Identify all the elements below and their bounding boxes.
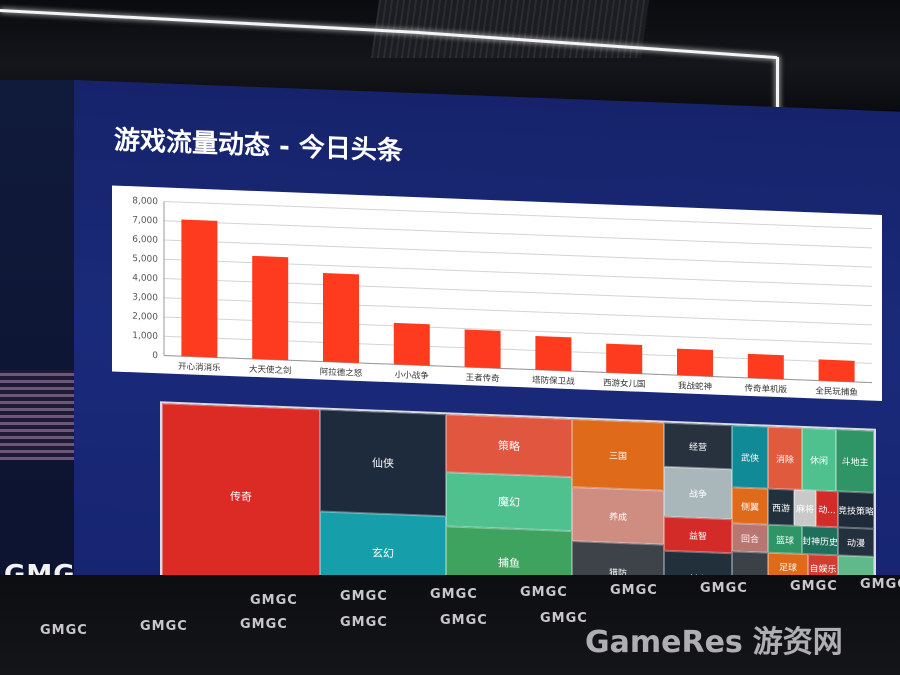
treemap-cell: 经营 — [664, 422, 732, 470]
treemap-cell: 动... — [816, 490, 838, 528]
bar — [535, 336, 572, 372]
treemap-cell: 西游 — [768, 488, 794, 526]
floor-logo: GMGC — [430, 587, 478, 602]
bar — [818, 359, 855, 382]
treemap-cell: 传奇 — [162, 403, 320, 590]
x-tick-label: 大天使之剑 — [249, 364, 291, 377]
treemap-cell: 封神历史 — [802, 525, 838, 556]
ceiling-structure — [370, 0, 650, 58]
watermark-brand: GameRes — [585, 625, 743, 660]
bar-chart: 0 1,000 2,000 3,000 4,000 5,000 6,000 7,000 8,00… — [132, 196, 872, 398]
treemap-cell: 侧翼 — [732, 487, 768, 525]
y-tick-label: 7,000 — [132, 215, 158, 226]
treemap-cell: 动漫 — [838, 527, 874, 557]
floor-logo: GMGC — [860, 577, 900, 592]
treemap-cell: 三国 — [572, 419, 664, 491]
gridline — [164, 220, 872, 249]
x-tick-label: 我战蛇神 — [678, 380, 712, 392]
y-tick-label: 8,000 — [132, 196, 158, 207]
floor-logo: GMGC — [610, 583, 658, 598]
bar — [464, 329, 501, 369]
treemap-cell: 回合 — [732, 523, 768, 553]
floor-logo: GMGC — [540, 611, 588, 626]
led-floor: GMGC GMGC GMGC GMGC GMGC GMGC GMGC GMGC GMGC GMGC… — [0, 575, 900, 675]
x-tick-label: 开心消消乐 — [178, 361, 221, 374]
bar — [747, 353, 784, 380]
x-tick-label: 阿拉德之怒 — [320, 366, 363, 379]
treemap-cell: 消除 — [768, 426, 802, 490]
bar — [606, 343, 643, 374]
side-screen-glitch — [0, 370, 78, 460]
floor-logo: GMGC — [520, 585, 568, 600]
y-tick-label: 2,000 — [132, 312, 158, 323]
y-tick-label: 3,000 — [132, 292, 158, 303]
treemap-cell: 益智 — [664, 516, 732, 554]
floor-logo: GMGC — [40, 623, 88, 638]
floor-logo: GMGC — [250, 593, 298, 608]
x-tick-label: 传奇单机版 — [745, 383, 788, 396]
bar — [252, 255, 289, 361]
treemap-cell: 篮球 — [768, 524, 802, 554]
floor-logo: GMGC — [240, 617, 288, 632]
treemap-cell: 战争 — [664, 466, 732, 520]
floor-logo: GMGC — [790, 579, 838, 594]
treemap-cell: 休闲 — [802, 427, 836, 492]
y-tick-label: 5,000 — [132, 254, 158, 265]
floor-logo: GMGC — [440, 613, 488, 628]
bar — [677, 348, 713, 377]
treemap-cell: 仙侠 — [320, 409, 446, 517]
y-tick-label: 0 — [152, 351, 158, 361]
x-tick-label: 西游女儿国 — [603, 377, 645, 390]
y-tick-label: 6,000 — [132, 235, 158, 246]
watermark-cn: 游资网 — [752, 625, 843, 660]
treemap-cell: 魔幻 — [446, 472, 572, 532]
floor-logo: GMGC — [700, 581, 748, 596]
floor-logo: GMGC — [340, 589, 388, 604]
floor-logo: GMGC — [140, 619, 188, 634]
treemap-cell: 斗地主 — [836, 429, 874, 493]
slide-title: 游戏流量动态 - 今日头条 — [114, 125, 403, 167]
x-tick-label: 王者传奇 — [466, 372, 500, 384]
watermark: GameRes 游资网 — [585, 617, 843, 661]
treemap-cell: 竞技策略 — [838, 491, 874, 529]
side-screen — [0, 80, 80, 600]
x-tick-label: 全民玩捕鱼 — [815, 385, 857, 398]
x-tick-label: 小小战争 — [395, 369, 429, 381]
bar-chart-panel: 0 1,000 2,000 3,000 4,000 5,000 6,000 7,000 8,00… — [112, 185, 882, 402]
x-tick-label: 塔防保卫战 — [532, 375, 575, 388]
bar — [323, 273, 359, 363]
treemap-cell: 麻将 — [794, 489, 816, 527]
gridline — [164, 239, 872, 268]
bar — [393, 322, 430, 366]
gridline — [164, 200, 872, 230]
treemap-cell: 武侠 — [732, 425, 768, 489]
bar — [181, 219, 218, 358]
y-tick-label: 4,000 — [132, 273, 158, 284]
treemap-cell: 养成 — [572, 487, 664, 545]
presentation-slide: 游戏流量动态 - 今日头条 0 1,000 2,000 3,000 4,000 5,000… — [74, 80, 900, 632]
treemap-cell: 策略 — [446, 414, 572, 478]
floor-logo: GMGC — [340, 615, 388, 630]
y-tick-label: 1,000 — [132, 331, 158, 342]
